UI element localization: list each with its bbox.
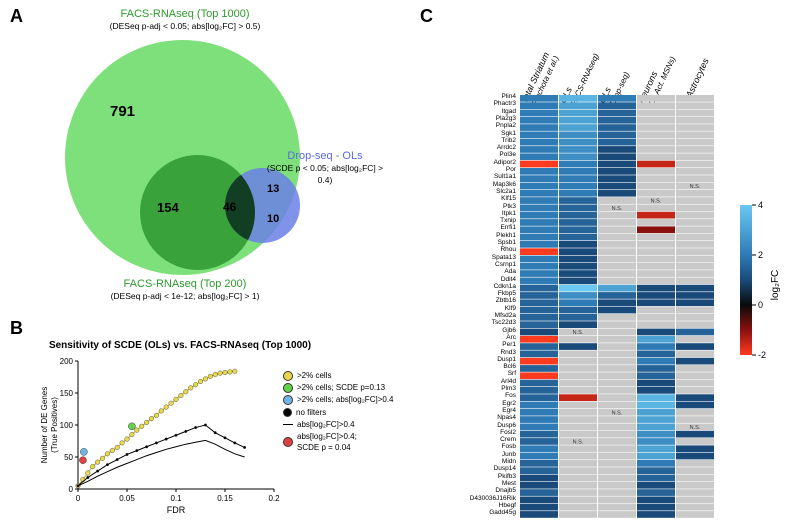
- venn-top-title-l1: FACS-RNAseq (Top 1000): [121, 8, 250, 20]
- panel-b-legend: >2% cells >2% cells; SCDE p=0.13 >2% cel…: [283, 370, 403, 454]
- gene-label: Fos: [436, 393, 516, 400]
- lg3: >2% cells; abs[log₂FC]>0.4: [297, 394, 394, 405]
- svg-text:4: 4: [758, 200, 763, 210]
- count-13: 13: [267, 183, 279, 195]
- panel-b-chart: 0 0.05 0.1 0.15 0.2 0 50 100 150 200 FDR Number of …: [40, 355, 280, 515]
- gene-label: Dnajb5: [436, 488, 516, 495]
- gene-label: Srf: [436, 371, 516, 378]
- svg-text:Number of DE Genes(True Positi: Number of DE Genes(True Positives): [40, 387, 59, 463]
- lg2: >2% cells; SCDE p=0.13: [297, 382, 385, 393]
- svg-text:FDR: FDR: [167, 505, 186, 515]
- venn-right-title-l2: (SCDE p < 0.05; abs[log₂FC] > 0.4): [267, 163, 383, 185]
- gene-label: Npas4: [436, 415, 516, 422]
- count-46: 46: [223, 200, 236, 214]
- svg-text:N.S.: N.S.: [573, 440, 584, 446]
- colorbar-svg: -2 0 2 4 log₂FC: [738, 200, 793, 370]
- panel-a-label: A: [10, 6, 23, 27]
- venn-bottom-title: FACS-RNAseq (Top 200) (DESeq p-adj < 1e-…: [70, 278, 300, 302]
- gene-label: Sult1a1: [436, 174, 516, 181]
- gene-label: Rhou: [436, 247, 516, 254]
- svg-text:log₂FC: log₂FC: [770, 270, 781, 301]
- venn-container: FACS-RNAseq (Top 1000) (DESeq p-adj < 0.…: [30, 30, 350, 280]
- svg-text:N.S.: N.S.: [612, 410, 623, 416]
- count-791: 791: [110, 103, 135, 120]
- svg-text:0: 0: [69, 485, 74, 494]
- lg1: >2% cells: [297, 370, 331, 381]
- svg-text:N.S.: N.S.: [573, 330, 584, 336]
- gene-label: Bcl6: [436, 364, 516, 371]
- heatmap-colorbar: -2 0 2 4 log₂FC: [738, 200, 793, 375]
- venn-top-title: FACS-RNAseq (Top 1000) (DESeq p-adj < 0.…: [70, 8, 300, 32]
- gene-label: Ada: [436, 269, 516, 276]
- gene-label: Dusp14: [436, 466, 516, 473]
- lg4: no filters: [296, 407, 326, 418]
- column-label: Astrocytes: [684, 57, 711, 99]
- svg-text:0: 0: [76, 494, 81, 503]
- venn-right-title: Drop-seq - OLs (SCDE p < 0.05; abs[log₂F…: [265, 150, 385, 186]
- lg6: abs[log₂FC]>0.4; SCDE p = 0.04: [297, 431, 357, 453]
- gene-label: Fosb: [436, 444, 516, 451]
- gene-label: Plm3: [436, 386, 516, 393]
- gene-label: Phactr3: [436, 101, 516, 108]
- gene-label: Pol3e: [436, 152, 516, 159]
- gene-label: Zbtb16: [436, 298, 516, 305]
- gene-label: Adipor2: [436, 160, 516, 167]
- svg-text:-2: -2: [758, 350, 766, 360]
- svg-text:100: 100: [60, 421, 74, 430]
- svg-text:N.S.: N.S.: [612, 206, 623, 212]
- venn-bottom-title-l2: (DESeq p-adj < 1e-12; abs[log₂FC] > 1): [111, 291, 260, 301]
- count-154: 154: [157, 200, 179, 215]
- gene-label: Gadd45g: [436, 510, 516, 517]
- svg-text:0.2: 0.2: [268, 494, 280, 503]
- venn-bottom-title-l1: FACS-RNAseq (Top 200): [124, 278, 247, 290]
- svg-text:0.1: 0.1: [170, 494, 182, 503]
- svg-text:150: 150: [60, 389, 74, 398]
- svg-text:N.S.: N.S.: [690, 425, 701, 431]
- heatmap: N.S. N.S. N.S. N.S. N.S. N.S. N.S.: [520, 95, 715, 518]
- panel-c-label: C: [420, 6, 433, 27]
- venn-right-title-l1: Drop-seq - OLs: [287, 150, 362, 162]
- panel-b-title: Sensitivity of SCDE (OLs) vs. FACS-RNAse…: [35, 340, 325, 351]
- gene-label: Tsc22d3: [436, 320, 516, 327]
- svg-text:2: 2: [758, 250, 763, 260]
- panel-b-label: B: [10, 318, 23, 339]
- gene-label: Errfi1: [436, 225, 516, 232]
- gene-label: Pnpla2: [436, 123, 516, 130]
- svg-text:N.S.: N.S.: [690, 184, 701, 190]
- count-10: 10: [267, 213, 279, 225]
- lg5: abs[log₂FC]>0.4: [297, 419, 355, 430]
- svg-text:0.05: 0.05: [119, 494, 135, 503]
- gene-label: Gjb6: [436, 328, 516, 335]
- gene-label: Per1: [436, 342, 516, 349]
- svg-text:N.S.: N.S.: [651, 199, 662, 205]
- svg-text:50: 50: [64, 453, 73, 462]
- svg-text:200: 200: [60, 357, 74, 366]
- venn-top-title-l2: (DESeq p-adj < 0.05; abs[log₂FC] > 0.5): [110, 21, 261, 31]
- svg-text:0.15: 0.15: [217, 494, 233, 503]
- svg-text:0: 0: [758, 300, 763, 310]
- gene-label: Klf15: [436, 196, 516, 203]
